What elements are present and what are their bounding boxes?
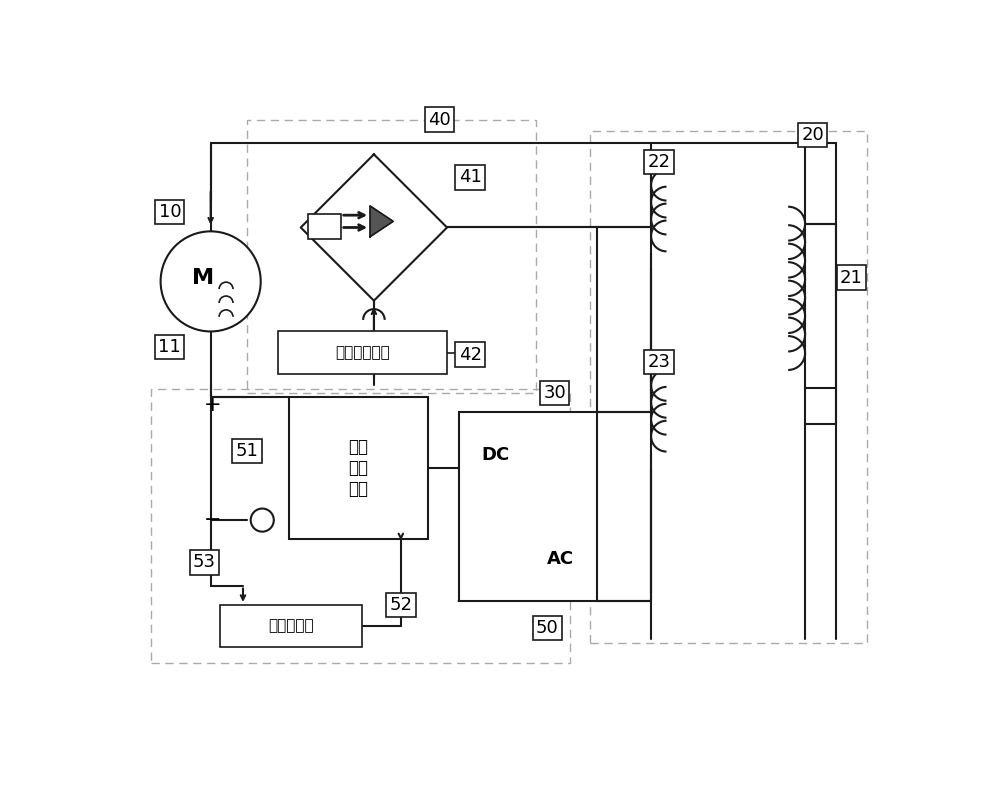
Bar (220, 605, 362, 647)
Bar (308, 214, 341, 239)
Text: 电枢调节器: 电枢调节器 (268, 618, 314, 634)
Bar (247, 120, 536, 393)
Text: −: − (203, 510, 221, 530)
Text: 51: 51 (235, 442, 258, 460)
Text: 21: 21 (840, 269, 863, 287)
Text: 10: 10 (159, 203, 181, 221)
Text: AC: AC (547, 550, 574, 568)
Text: 30: 30 (543, 384, 566, 402)
Text: 53: 53 (193, 554, 216, 572)
Text: 20: 20 (801, 126, 824, 144)
Text: 22: 22 (647, 153, 670, 171)
Text: 41: 41 (459, 168, 482, 187)
Text: 电流
调节
装置: 电流 调节 装置 (349, 439, 368, 498)
Bar (289, 397, 428, 539)
Text: 40: 40 (428, 111, 451, 129)
Text: 42: 42 (459, 345, 482, 364)
Text: 11: 11 (158, 338, 181, 356)
Text: 50: 50 (536, 619, 559, 637)
Bar (278, 332, 447, 374)
Polygon shape (370, 206, 393, 237)
Circle shape (161, 231, 261, 332)
Text: DC: DC (481, 446, 510, 464)
Bar (151, 389, 570, 663)
Text: +: + (203, 394, 221, 415)
Bar (459, 412, 597, 601)
Text: 整流控制装置: 整流控制装置 (335, 345, 390, 361)
Text: M: M (192, 267, 214, 287)
Text: 52: 52 (389, 596, 412, 613)
Bar (590, 131, 867, 643)
Text: 23: 23 (647, 353, 670, 371)
Circle shape (251, 509, 274, 531)
